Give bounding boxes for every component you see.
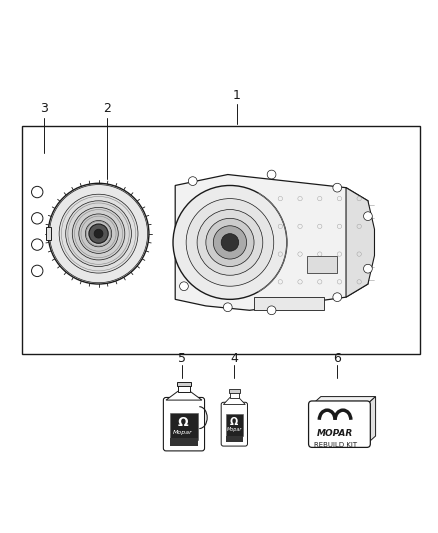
Circle shape (59, 194, 138, 273)
Text: Mopar: Mopar (173, 430, 193, 435)
Polygon shape (312, 397, 376, 405)
Text: Ω: Ω (230, 417, 238, 427)
Circle shape (94, 229, 103, 238)
Text: Mopar: Mopar (226, 427, 242, 432)
Circle shape (79, 214, 118, 253)
Circle shape (72, 207, 125, 260)
Circle shape (267, 306, 276, 314)
Circle shape (89, 224, 108, 243)
Circle shape (49, 184, 148, 282)
Circle shape (221, 233, 239, 251)
Polygon shape (166, 391, 202, 400)
Text: 6: 6 (333, 352, 341, 365)
Bar (254, 297, 324, 310)
Circle shape (364, 212, 372, 221)
Bar (230, 392, 239, 398)
Text: 5: 5 (178, 352, 186, 365)
Text: 1: 1 (233, 89, 240, 102)
Text: 3: 3 (40, 102, 48, 115)
Bar (177, 382, 191, 386)
Circle shape (48, 183, 149, 284)
Circle shape (188, 177, 197, 185)
Circle shape (333, 293, 342, 302)
Bar (170, 413, 198, 440)
Circle shape (206, 219, 254, 266)
Bar (46, 227, 51, 240)
Circle shape (66, 201, 131, 266)
Circle shape (223, 303, 232, 312)
Circle shape (32, 265, 43, 277)
Circle shape (180, 282, 188, 290)
Bar (178, 385, 190, 392)
Bar (22, 126, 420, 354)
Polygon shape (223, 398, 245, 405)
Text: 4: 4 (230, 352, 238, 365)
FancyBboxPatch shape (221, 402, 247, 446)
Polygon shape (367, 397, 376, 444)
Circle shape (173, 185, 287, 300)
Text: REBUILD KIT: REBUILD KIT (314, 442, 357, 448)
FancyBboxPatch shape (308, 401, 370, 447)
Polygon shape (175, 174, 368, 310)
Bar (226, 435, 243, 442)
Text: 2: 2 (103, 102, 111, 115)
Circle shape (32, 187, 43, 198)
Circle shape (364, 264, 372, 273)
Circle shape (32, 239, 43, 251)
Circle shape (333, 183, 342, 192)
FancyBboxPatch shape (163, 398, 205, 451)
Circle shape (32, 213, 43, 224)
Bar (226, 414, 243, 437)
Circle shape (186, 199, 274, 286)
Circle shape (213, 226, 247, 259)
Bar (229, 389, 240, 393)
Polygon shape (346, 188, 374, 297)
Text: Ω: Ω (178, 416, 188, 430)
Circle shape (267, 170, 276, 179)
Circle shape (197, 209, 263, 275)
Bar (307, 255, 337, 273)
Text: MOPAR: MOPAR (317, 430, 353, 439)
Circle shape (85, 221, 112, 247)
Bar (170, 438, 198, 446)
